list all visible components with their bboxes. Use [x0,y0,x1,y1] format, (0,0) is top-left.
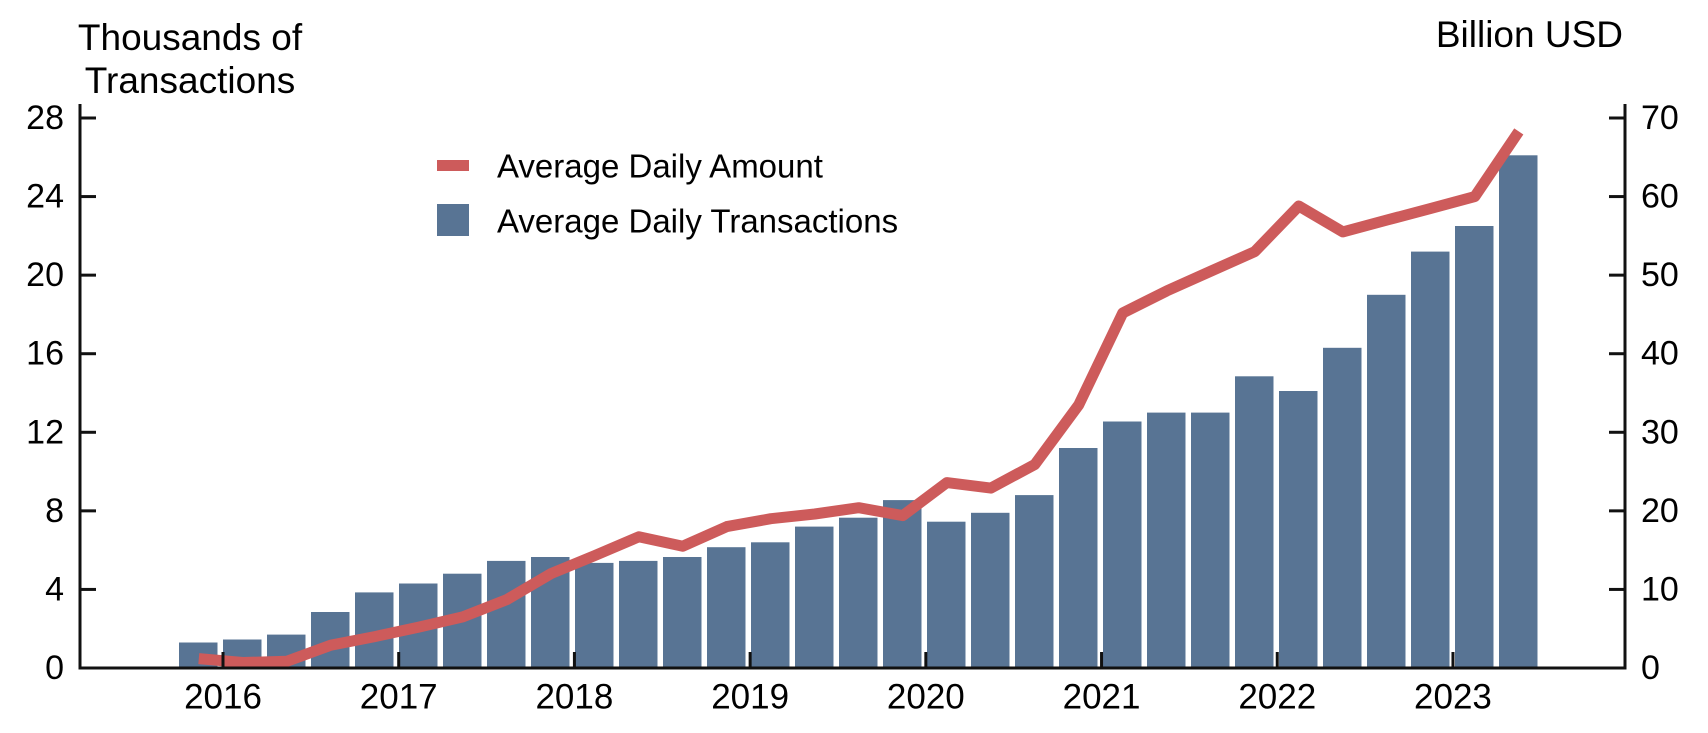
bar [487,560,526,669]
left-tick-label: 24 [26,178,64,216]
bar [707,547,746,669]
bar [1059,448,1098,669]
amount-line-series [198,128,1524,668]
right-axis-title: Billion USD [1436,14,1623,55]
bars-series [179,155,1538,670]
legend-label-amount: Average Daily Amount [497,148,823,185]
right-tick-label: 20 [1641,492,1679,530]
year-tick-label: 2019 [711,678,789,717]
amount-line [198,128,1524,668]
left-tick-label: 4 [45,570,64,608]
right-tick-label: 70 [1641,99,1679,137]
right-tick-label: 50 [1641,256,1679,294]
left-tick-label: 12 [26,413,64,451]
legend: Average Daily Amount Average Daily Trans… [437,148,898,240]
bar [1015,495,1054,669]
bar [1279,391,1318,669]
legend-label-transactions: Average Daily Transactions [497,203,898,240]
left-tick-label: 8 [45,492,64,530]
year-tick-label: 2016 [184,678,262,717]
bar [927,521,966,669]
year-tick-label: 2023 [1414,678,1492,717]
bar [971,512,1010,669]
year-tick-label: 2020 [887,678,965,717]
right-tick-label: 10 [1641,570,1679,608]
right-tick-label: 60 [1641,178,1679,216]
left-axis-title-line1: Thousands of [78,17,303,58]
axes [78,104,1627,670]
bar [839,517,878,669]
bar [619,560,658,669]
right-tick-label: 0 [1641,649,1660,687]
bar [1499,155,1538,670]
legend-line-swatch [437,160,469,171]
bar [883,500,922,669]
bar [575,562,614,669]
left-tick-label: 0 [45,649,64,687]
legend-square-swatch [437,204,469,236]
left-tick-label: 16 [26,335,64,373]
bar [1455,226,1494,669]
bar [751,542,790,669]
year-tick-label: 2022 [1238,678,1316,717]
left-axis-title-line2: Transactions [85,60,295,101]
bar [1411,251,1450,669]
bar [1235,376,1274,669]
bar [1323,347,1362,669]
right-tick-label: 40 [1641,335,1679,373]
year-tick-label: 2018 [535,678,613,717]
bar [1147,412,1186,669]
left-tick-label: 20 [26,256,64,294]
tick-labels: 0 4 8 12 16 20 24 28 0 10 20 30 40 50 60 70 2016 2017 2018… [26,99,1679,717]
year-tick-label: 2017 [360,678,438,717]
bar [1103,421,1142,669]
axes-frame [78,104,1627,670]
left-tick-label: 28 [26,99,64,137]
bar [1367,294,1406,669]
right-tick-label: 30 [1641,413,1679,451]
bar [663,557,702,669]
bar [795,526,834,669]
bar [1191,412,1230,669]
year-tick-label: 2021 [1063,678,1141,717]
